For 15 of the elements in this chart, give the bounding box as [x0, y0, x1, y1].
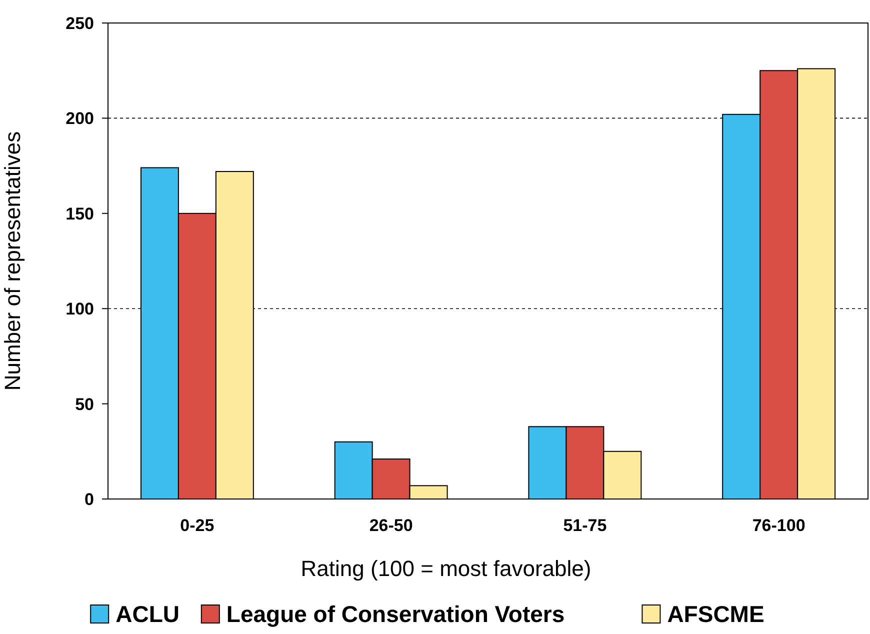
y-tick-label: 200: [66, 109, 94, 128]
x-axis-title: Rating (100 = most favorable): [300, 556, 592, 581]
x-tick-label: 76-100: [752, 516, 806, 535]
y-tick-label: 0: [84, 490, 94, 509]
y-tick-label: 150: [66, 204, 94, 224]
x-tick-label: 26-50: [369, 516, 413, 535]
y-tick-label: 50: [75, 394, 94, 414]
legend-label: League of Conservation Voters: [226, 601, 565, 627]
legend-label: AFSCME: [667, 601, 764, 627]
y-tick-label: 100: [66, 300, 94, 319]
x-tick-label: 0-25: [180, 516, 214, 535]
x-tick-label: 51-75: [563, 516, 607, 535]
y-tick-label: 250: [66, 14, 94, 33]
legend-label: ACLU: [116, 601, 180, 627]
y-axis-title: Number of representatives: [0, 131, 25, 391]
